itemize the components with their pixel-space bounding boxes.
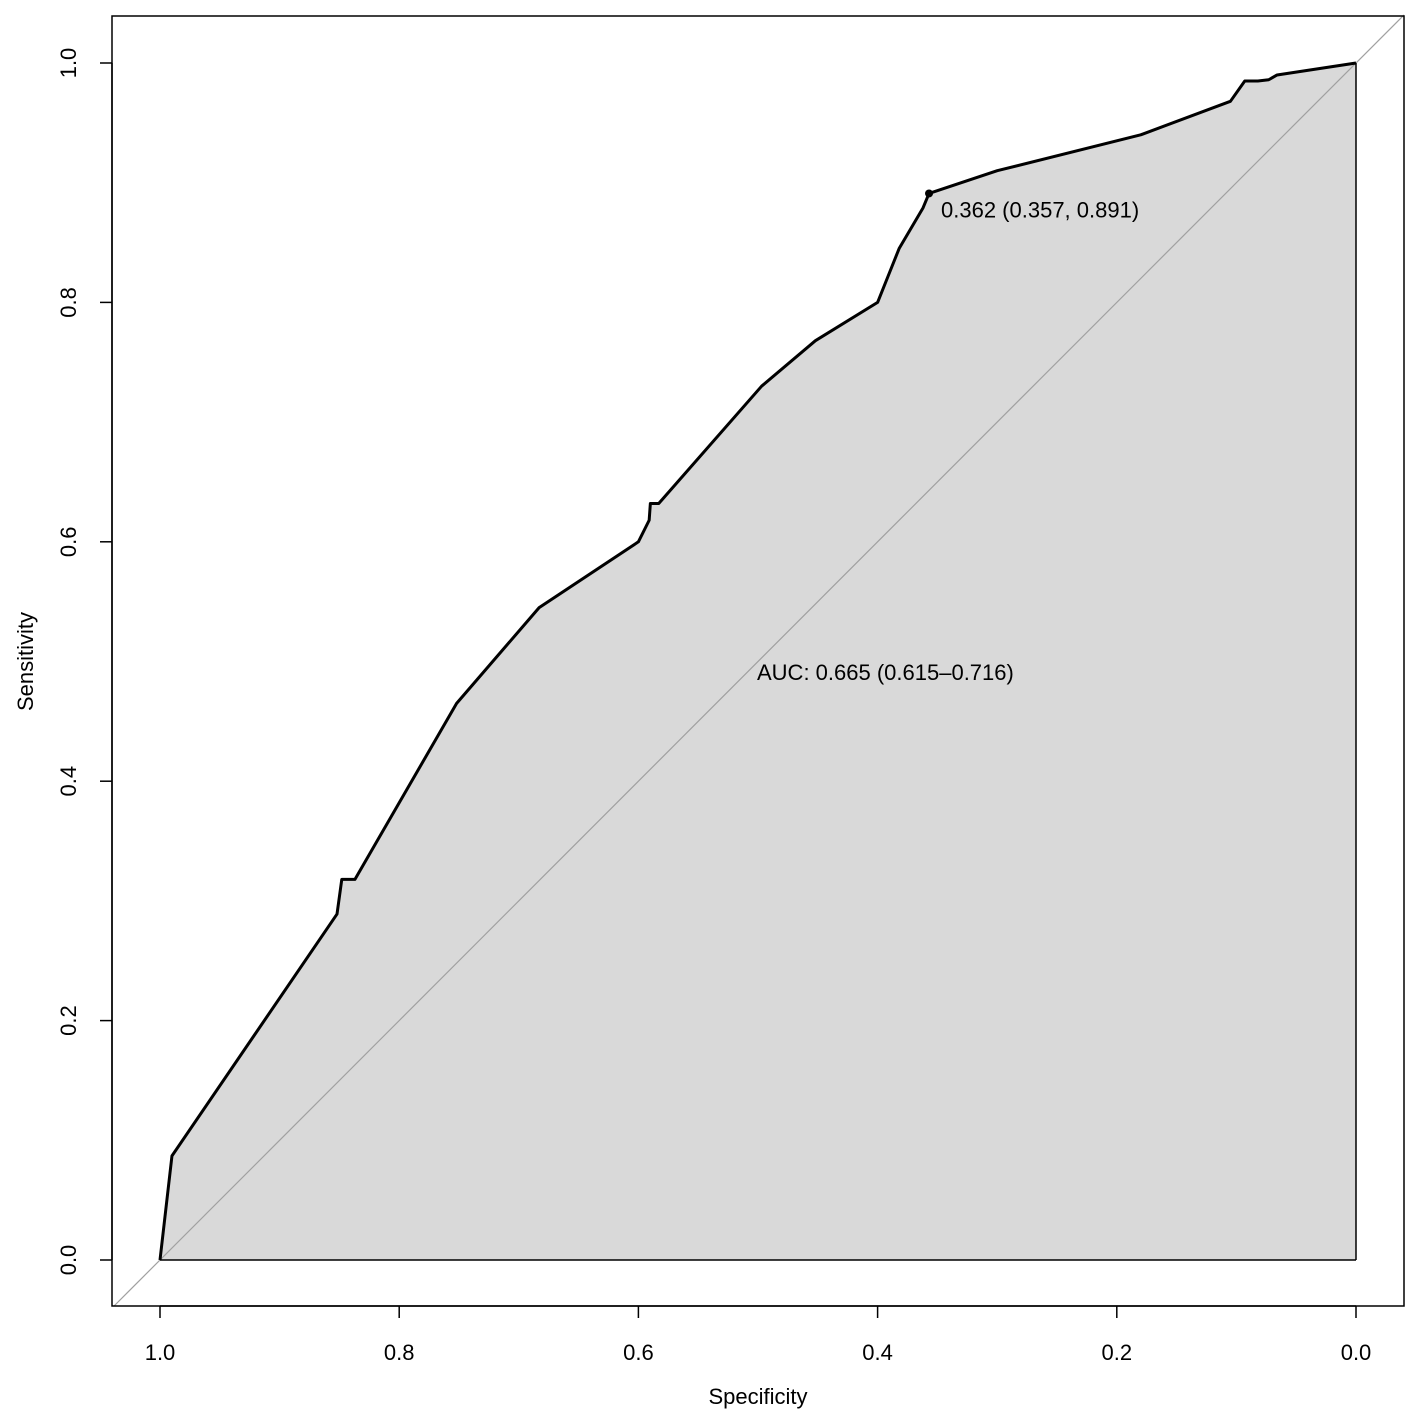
x-axis: 1.0 0.8 0.6 0.4 0.2 0.0	[145, 1305, 1372, 1365]
x-tick-label: 0.2	[1102, 1340, 1133, 1365]
x-axis-title: Specificity	[708, 1384, 807, 1409]
y-axis-title: Sensitivity	[13, 612, 38, 711]
x-tick-label: 1.0	[145, 1340, 176, 1365]
y-tick-label: 0.4	[56, 766, 81, 797]
y-tick-label: 0.6	[56, 527, 81, 558]
x-tick-label: 0.0	[1341, 1340, 1372, 1365]
y-tick-label: 1.0	[56, 48, 81, 79]
reference-diagonal	[113, 14, 1405, 1307]
x-tick-label: 0.8	[384, 1340, 415, 1365]
y-tick-label: 0.8	[56, 287, 81, 318]
plot-layer: 0.362 (0.357, 0.891) AUC: 0.665 (0.615–0…	[113, 14, 1405, 1307]
threshold-label: 0.362 (0.357, 0.891)	[941, 197, 1139, 222]
x-tick-label: 0.4	[862, 1340, 893, 1365]
roc-curve	[158, 61, 1357, 1261]
y-axis: 0.0 0.2 0.4 0.6 0.8 1.0	[56, 48, 113, 1276]
auc-label: AUC: 0.665 (0.615–0.716)	[757, 660, 1014, 685]
x-tick-label: 0.6	[623, 1340, 654, 1365]
threshold-point	[925, 189, 934, 198]
y-tick-label: 0.0	[56, 1245, 81, 1276]
y-tick-label: 0.2	[56, 1005, 81, 1036]
